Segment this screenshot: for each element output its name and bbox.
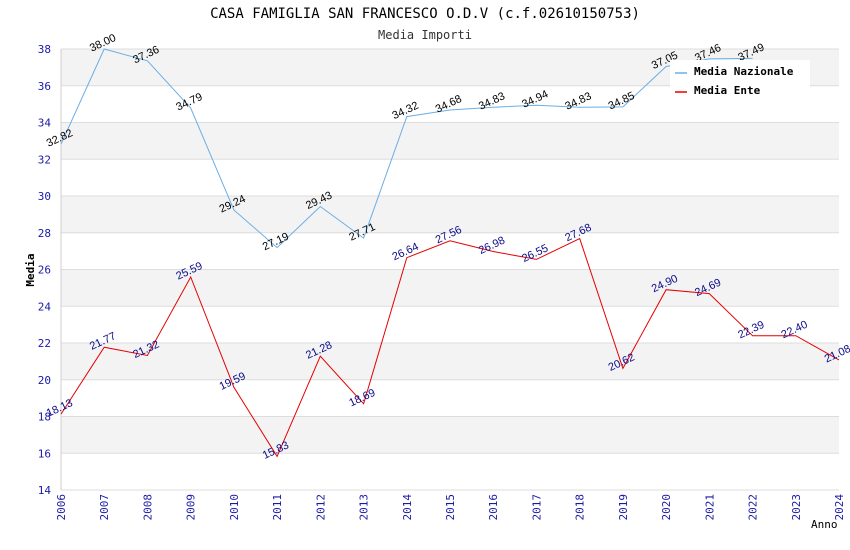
x-tick-label: 2022 bbox=[747, 494, 760, 521]
x-tick-label: 2018 bbox=[574, 494, 587, 521]
x-tick-label: 2014 bbox=[401, 494, 414, 521]
background-bands bbox=[61, 49, 839, 490]
y-tick-label: 38 bbox=[38, 43, 51, 56]
x-tick-label: 2024 bbox=[833, 494, 846, 521]
x-tick-label: 2023 bbox=[790, 494, 803, 521]
x-tick-label: 2010 bbox=[228, 494, 241, 521]
x-tick-label: 2017 bbox=[530, 494, 543, 521]
y-tick-label: 30 bbox=[38, 190, 51, 203]
x-tick-label: 2019 bbox=[617, 494, 630, 521]
y-tick-label: 34 bbox=[38, 117, 52, 130]
legend: Media Nazionale Media Ente bbox=[670, 60, 810, 102]
x-tick-label: 2021 bbox=[703, 494, 716, 521]
band bbox=[61, 269, 839, 307]
legend-label-media-nazionale: Media Nazionale bbox=[694, 65, 794, 78]
x-tick-label: 2013 bbox=[358, 494, 371, 521]
band bbox=[61, 379, 839, 417]
band bbox=[61, 122, 839, 160]
x-tick-label: 2007 bbox=[98, 494, 111, 521]
y-tick-labels: 14 16 18 20 22 24 26 28 30 32 34 36 38 bbox=[38, 43, 52, 497]
y-axis-label: Media bbox=[24, 253, 37, 286]
y-tick-label: 28 bbox=[38, 227, 51, 240]
y-tick-label: 32 bbox=[38, 153, 51, 166]
band bbox=[61, 416, 839, 454]
x-tick-label: 2006 bbox=[55, 494, 68, 521]
y-tick-label: 18 bbox=[38, 411, 51, 424]
y-tick-label: 36 bbox=[38, 80, 51, 93]
x-tick-label: 2009 bbox=[185, 494, 198, 521]
series-line-media-nazionale bbox=[60, 48, 753, 249]
grid-lines bbox=[60, 48, 839, 491]
chart-subtitle: Media Importi bbox=[378, 28, 472, 42]
legend-box bbox=[670, 60, 810, 102]
y-tick-label: 22 bbox=[38, 337, 51, 350]
band bbox=[61, 343, 839, 380]
legend-label-media-ente: Media Ente bbox=[694, 84, 761, 97]
x-tick-label: 2015 bbox=[444, 494, 457, 521]
series-line-media-ente bbox=[60, 237, 840, 458]
y-tick-label: 24 bbox=[38, 300, 52, 313]
chart-title: CASA FAMIGLIA SAN FRANCESCO O.D.V (c.f.0… bbox=[210, 6, 640, 22]
y-tick-label: 16 bbox=[38, 447, 51, 460]
x-tick-label: 2016 bbox=[487, 494, 500, 521]
band bbox=[61, 453, 839, 490]
band bbox=[61, 232, 839, 270]
x-tick-label: 2012 bbox=[314, 494, 327, 521]
y-tick-label: 20 bbox=[38, 374, 51, 387]
series-lines bbox=[60, 48, 840, 458]
band bbox=[61, 159, 839, 196]
x-tick-label: 2008 bbox=[141, 494, 154, 521]
y-tick-label: 14 bbox=[38, 484, 52, 497]
x-tick-label: 2020 bbox=[660, 494, 673, 521]
x-tick-labels: 2006 2007 2008 2009 2010 2011 2012 2013 2014 2015… bbox=[55, 494, 846, 521]
band bbox=[61, 306, 839, 343]
x-tick-label: 2011 bbox=[271, 494, 284, 521]
band bbox=[61, 196, 839, 233]
x-axis-label: Anno bbox=[811, 518, 838, 531]
y-tick-label: 26 bbox=[38, 264, 51, 277]
